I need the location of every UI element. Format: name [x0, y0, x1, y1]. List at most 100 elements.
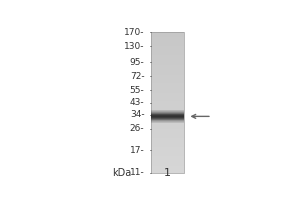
Bar: [152, 121, 184, 122]
Bar: [152, 101, 184, 103]
Text: 55-: 55-: [130, 86, 145, 95]
Bar: [152, 163, 184, 164]
Bar: [152, 109, 184, 111]
Bar: [152, 116, 184, 118]
Bar: [152, 93, 184, 94]
Bar: [152, 170, 184, 171]
Bar: [152, 137, 184, 139]
Bar: [152, 120, 184, 121]
Bar: [152, 41, 184, 42]
Bar: [152, 171, 184, 173]
Bar: [152, 118, 184, 119]
Bar: [152, 164, 184, 166]
Text: 72-: 72-: [130, 72, 145, 81]
Bar: [152, 45, 184, 46]
Bar: [152, 150, 184, 152]
Bar: [152, 111, 184, 112]
Bar: [152, 42, 184, 44]
Bar: [152, 98, 184, 100]
Bar: [152, 80, 184, 82]
Bar: [152, 56, 184, 58]
Bar: [152, 161, 184, 163]
Bar: [152, 34, 184, 35]
Bar: [152, 149, 184, 150]
Bar: [152, 128, 184, 129]
Bar: [152, 104, 184, 105]
Bar: [152, 38, 184, 39]
Text: 95-: 95-: [130, 58, 145, 67]
Bar: [152, 48, 184, 49]
Bar: [152, 122, 184, 123]
Bar: [152, 69, 184, 70]
Bar: [152, 153, 184, 154]
Bar: [152, 111, 184, 112]
Bar: [152, 79, 184, 80]
Bar: [152, 107, 184, 108]
Bar: [152, 60, 184, 62]
Bar: [152, 74, 184, 76]
Bar: [152, 151, 184, 153]
Bar: [152, 116, 184, 117]
Bar: [152, 100, 184, 101]
Bar: [152, 135, 184, 136]
Bar: [152, 72, 184, 73]
Bar: [152, 46, 184, 48]
Bar: [152, 55, 184, 56]
Bar: [152, 146, 184, 147]
Bar: [152, 90, 184, 91]
Bar: [152, 133, 184, 135]
Bar: [152, 65, 184, 66]
Text: 26-: 26-: [130, 124, 145, 133]
Bar: [152, 86, 184, 87]
Bar: [152, 168, 184, 170]
Bar: [152, 167, 184, 168]
Text: 17-: 17-: [130, 146, 145, 155]
Bar: [152, 76, 184, 77]
Bar: [152, 49, 184, 51]
Bar: [152, 114, 184, 115]
Bar: [152, 140, 184, 142]
Bar: [152, 114, 184, 115]
Bar: [152, 115, 184, 116]
Bar: [152, 32, 184, 173]
Bar: [152, 105, 184, 107]
Bar: [152, 102, 184, 104]
Bar: [152, 108, 184, 110]
Text: kDa: kDa: [112, 168, 132, 178]
Bar: [152, 156, 184, 157]
Bar: [152, 144, 184, 146]
Bar: [152, 130, 184, 132]
Bar: [152, 112, 184, 114]
Bar: [152, 66, 184, 68]
Bar: [152, 91, 184, 93]
Bar: [152, 59, 184, 60]
Bar: [152, 112, 184, 113]
Bar: [152, 160, 184, 161]
Bar: [152, 122, 184, 124]
Bar: [152, 165, 184, 167]
Bar: [152, 110, 184, 111]
Text: 170-: 170-: [124, 28, 145, 37]
Bar: [152, 84, 184, 86]
Bar: [152, 58, 184, 59]
Bar: [152, 95, 184, 97]
Bar: [152, 88, 184, 90]
Bar: [152, 126, 184, 128]
Bar: [152, 121, 184, 122]
Bar: [152, 97, 184, 98]
Bar: [152, 143, 184, 145]
Bar: [152, 147, 184, 149]
Text: 43-: 43-: [130, 98, 145, 107]
Bar: [152, 136, 184, 138]
Bar: [152, 139, 184, 140]
Bar: [152, 73, 184, 75]
Text: 11-: 11-: [130, 168, 145, 177]
Bar: [152, 44, 184, 45]
Bar: [152, 70, 184, 72]
Bar: [152, 129, 184, 131]
Bar: [152, 125, 184, 126]
Bar: [152, 53, 184, 55]
Bar: [152, 154, 184, 156]
Bar: [152, 81, 184, 83]
Bar: [152, 37, 184, 38]
